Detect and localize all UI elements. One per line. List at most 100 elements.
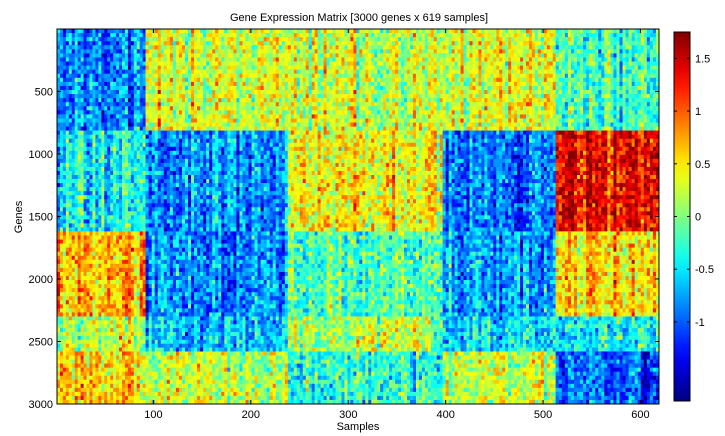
heatmap-cell (607, 127, 610, 131)
heatmap-cell (407, 98, 410, 102)
heatmap-cell (532, 45, 535, 49)
heatmap-cell (339, 29, 342, 33)
heatmap-cell (146, 118, 149, 122)
heatmap-cell (484, 29, 487, 33)
heatmap-cell (481, 53, 484, 57)
heatmap-cell (437, 86, 440, 90)
heatmap-cell (604, 74, 607, 78)
heatmap-cell (255, 53, 258, 57)
heatmap-cell (592, 62, 595, 66)
heatmap-cell (461, 98, 464, 102)
heatmap-cell (475, 86, 478, 90)
heatmap-cell (574, 98, 577, 102)
heatmap-cell (110, 102, 113, 106)
heatmap-cell (470, 110, 473, 114)
heatmap-cell (538, 49, 541, 53)
heatmap-cell (419, 41, 422, 45)
heatmap-cell (303, 70, 306, 74)
heatmap-cell (161, 127, 164, 131)
heatmap-cell (644, 53, 647, 57)
heatmap-cell (392, 90, 395, 94)
heatmap-cell (520, 66, 523, 70)
heatmap-cell (613, 114, 616, 118)
heatmap-cell (173, 123, 176, 127)
heatmap-cell (398, 29, 401, 33)
heatmap-cell (273, 82, 276, 86)
heatmap-cell (137, 118, 140, 122)
heatmap-cell (176, 106, 179, 110)
heatmap-cell (87, 94, 90, 98)
heatmap-cell (635, 57, 638, 61)
heatmap-cell (239, 49, 242, 53)
heatmap-cell (428, 66, 431, 70)
heatmap-cell (239, 62, 242, 66)
heatmap-cell (464, 114, 467, 118)
heatmap-cell (315, 102, 318, 106)
heatmap-cell (318, 110, 321, 114)
heatmap-cell (583, 114, 586, 118)
heatmap-cell (592, 41, 595, 45)
heatmap-cell (230, 53, 233, 57)
heatmap-cell (152, 123, 155, 127)
heatmap-cell (336, 74, 339, 78)
heatmap-cell (455, 82, 458, 86)
heatmap-cell (128, 118, 131, 122)
heatmap-cell (288, 118, 291, 122)
heatmap-cell (353, 82, 356, 86)
heatmap-cell (116, 127, 119, 131)
heatmap-cell (638, 78, 641, 82)
heatmap-cell (318, 41, 321, 45)
heatmap-cell (341, 110, 344, 114)
heatmap-cell (255, 33, 258, 37)
heatmap-cell (339, 70, 342, 74)
heatmap-cell (146, 78, 149, 82)
heatmap-cell (623, 114, 626, 118)
heatmap-cell (416, 114, 419, 118)
heatmap-cell (84, 94, 87, 98)
heatmap-cell (458, 82, 461, 86)
heatmap-cell (565, 78, 568, 82)
heatmap-cell (383, 106, 386, 110)
heatmap-cell (359, 90, 362, 94)
heatmap-cell (252, 41, 255, 45)
heatmap-cell (565, 57, 568, 61)
heatmap-cell (481, 90, 484, 94)
heatmap-cell (455, 110, 458, 114)
heatmap-cell (565, 106, 568, 110)
heatmap-cell (119, 29, 122, 33)
heatmap-cell (110, 86, 113, 90)
heatmap-cell (623, 45, 626, 49)
heatmap-cell (641, 70, 644, 74)
heatmap-cell (535, 37, 538, 41)
heatmap-cell (173, 45, 176, 49)
heatmap-cell (81, 53, 84, 57)
heatmap-cell (481, 82, 484, 86)
heatmap-cell (191, 70, 194, 74)
heatmap-cell (87, 53, 90, 57)
heatmap-cell (493, 118, 496, 122)
heatmap-cell (493, 86, 496, 90)
heatmap-cell (383, 102, 386, 106)
heatmap-cell (279, 49, 282, 53)
heatmap-cell (607, 70, 610, 74)
heatmap-cell (389, 41, 392, 45)
heatmap-cell (297, 82, 300, 86)
heatmap-cell (650, 49, 653, 53)
heatmap-cell (653, 45, 656, 49)
heatmap-cell (437, 33, 440, 37)
heatmap-cell (511, 74, 514, 78)
heatmap-cell (261, 70, 264, 74)
heatmap-cell (146, 127, 149, 131)
heatmap-cell (98, 57, 101, 61)
heatmap-cell (377, 82, 380, 86)
heatmap-cell (496, 118, 499, 122)
heatmap-cell (60, 70, 63, 74)
heatmap-cell (344, 90, 347, 94)
heatmap-cell (270, 45, 273, 49)
heatmap-cell (616, 45, 619, 49)
heatmap-cell (559, 33, 562, 37)
heatmap-cell (119, 82, 122, 86)
heatmap-cell (279, 123, 282, 127)
heatmap-cell (170, 106, 173, 110)
heatmap-cell (249, 106, 252, 110)
